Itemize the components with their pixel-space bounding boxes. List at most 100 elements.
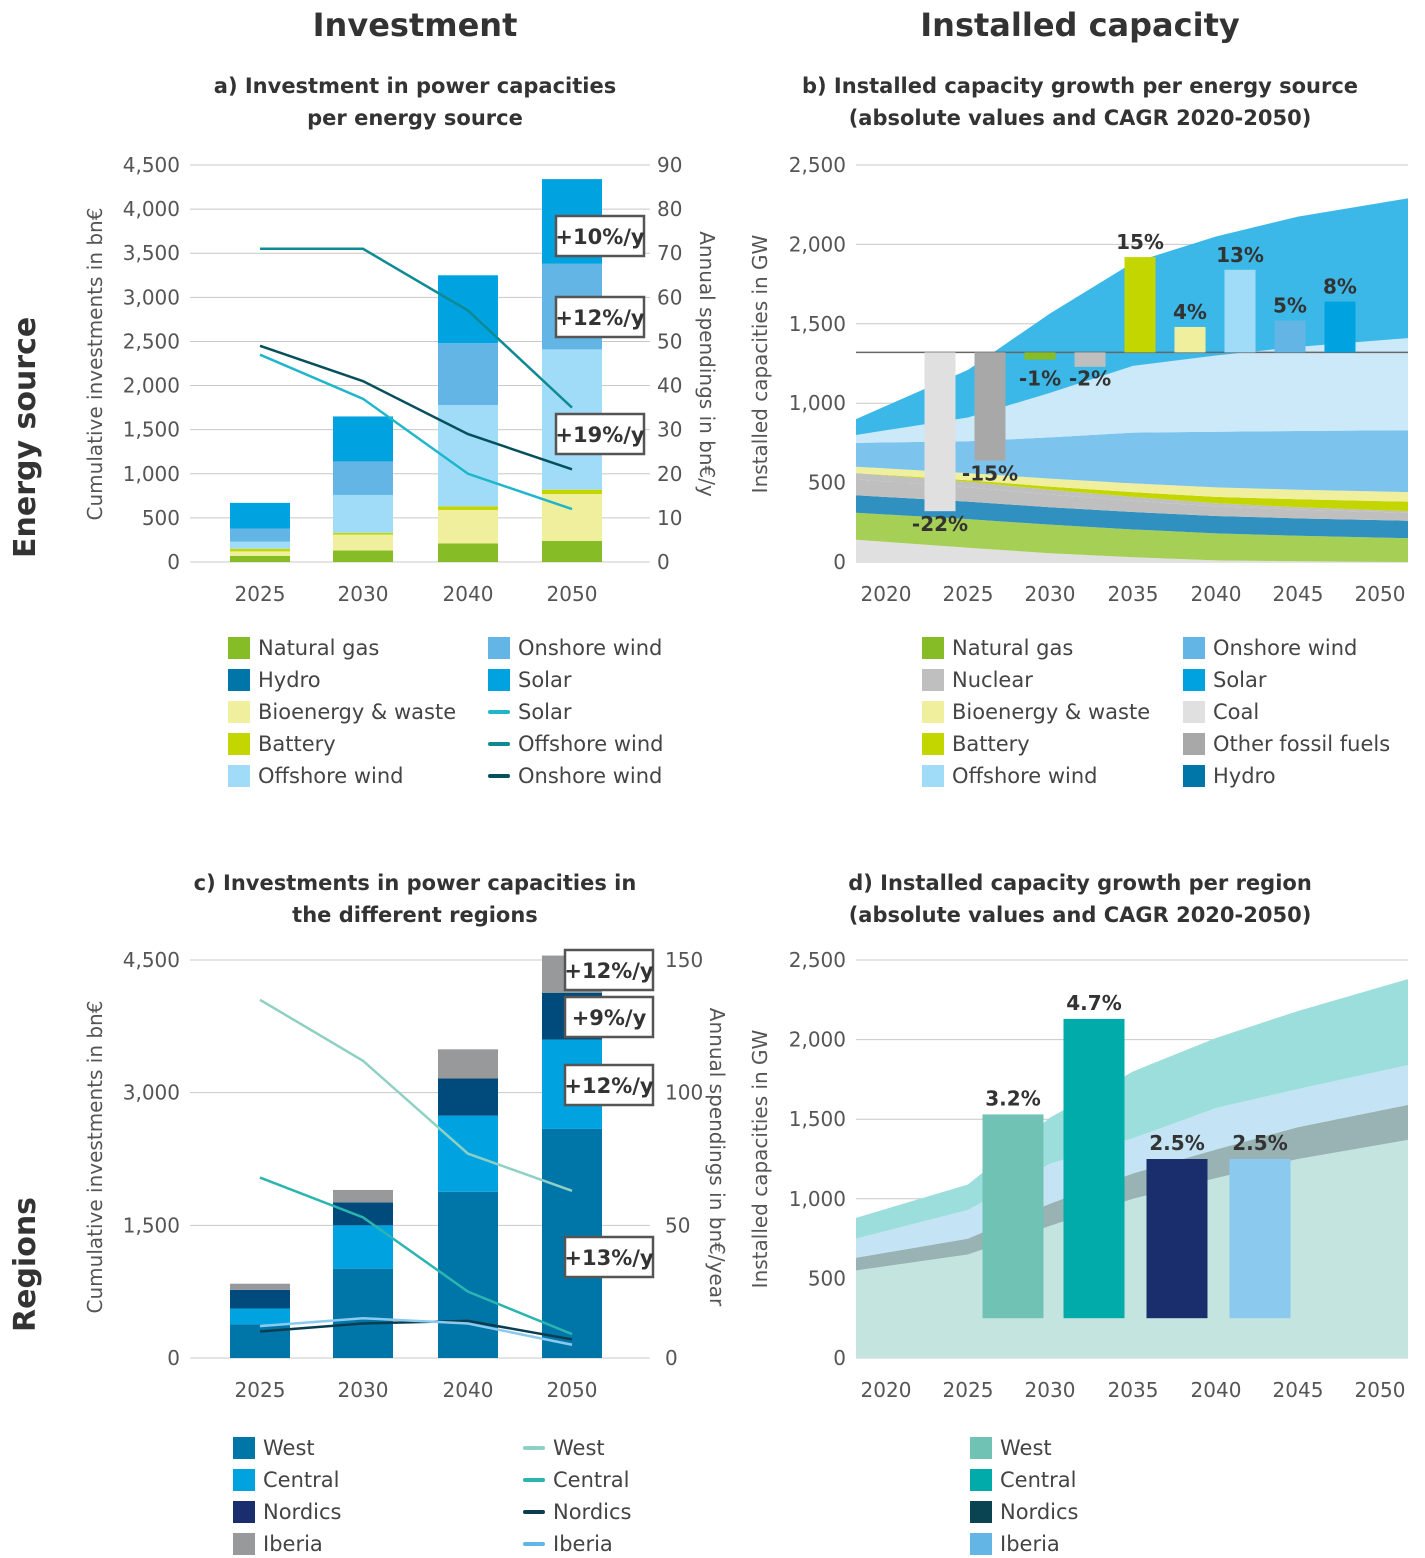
chart-c-annotation-box (563, 1063, 655, 1107)
legend-label: Natural gas (952, 636, 1074, 660)
chart-a-annotation-label: +12%/y (555, 306, 645, 330)
chart-c-y2-axis-title: Annual spendings in bn€/year (705, 1008, 729, 1307)
bar-onshore-wind-2030 (333, 461, 393, 495)
legend-label: Central (263, 1468, 340, 1492)
legend-swatch-onshore-wind (488, 637, 510, 659)
legend-swatch-solar (488, 669, 510, 691)
chart-d-x-tick: 2045 (1273, 1378, 1324, 1402)
chart-c-x-tick: 2030 (338, 1378, 389, 1402)
cagr-label-nordics: 2.5% (1149, 1131, 1204, 1155)
cagr-bar-solar (1324, 301, 1356, 353)
bar-battery-2050 (542, 489, 602, 495)
legend-swatch-battery (228, 733, 250, 755)
bar-natural-gas-2050 (542, 540, 602, 562)
chart-c-y2-tick: 50 (665, 1213, 690, 1237)
bar-nordics-2030 (333, 1202, 393, 1226)
cagr-label-solar: 8% (1323, 275, 1357, 299)
bar-solar-2030 (333, 416, 393, 462)
chart-c-y-axis-title: Cumulative investments in bn€ (83, 1001, 107, 1314)
chart-d-capacity-by-region: 2,500 2,000 1,500 1,000 500 0 Installed capaci… (748, 948, 1408, 1402)
chart-b-x-tick: 2040 (1191, 582, 1242, 606)
chart-c-annotation-box (563, 948, 655, 992)
bar-offshore-wind-2040 (438, 404, 498, 507)
chart-a-y2-tick: 60 (657, 285, 682, 309)
legend-label: West (553, 1436, 605, 1460)
legend-label: Onshore wind (518, 636, 663, 660)
legend-swatch-nordics (233, 1501, 255, 1523)
bar-iberia-2030 (333, 1189, 393, 1203)
chart-c-y-tick: 0 (167, 1346, 180, 1370)
chart-b-title-line2: (absolute values and CAGR 2020-2050) (848, 106, 1312, 130)
chart-d-y-tick: 2,000 (789, 1028, 846, 1052)
legend-label: Central (1000, 1468, 1077, 1492)
bar-battery-2030 (333, 532, 393, 535)
cagr-label-natural-gas: -1% (1019, 366, 1061, 390)
chart-a-title: a) Investment in power capacities per en… (160, 70, 670, 134)
chart-a-y-tick: 2,000 (123, 374, 180, 398)
chart-d-x-tick: 2035 (1108, 1378, 1159, 1402)
legend-swatch-coal (1183, 701, 1205, 723)
chart-d-y-tick: 0 (833, 1346, 846, 1370)
legend-label: Solar (1213, 668, 1267, 692)
legend-label: Hydro (258, 668, 321, 692)
legend-label: Iberia (263, 1532, 323, 1556)
bar-nordics-2025 (230, 1289, 290, 1309)
chart-a-y2-tick: 30 (657, 418, 682, 442)
chart-a-y-tick: 2,500 (123, 329, 180, 353)
legend-swatch-nordics (970, 1501, 992, 1523)
chart-c-y2-tick: 100 (665, 1081, 703, 1105)
legend-swatch-natural-gas (228, 637, 250, 659)
chart-b-title: b) Installed capacity growth per energy … (790, 70, 1370, 134)
legend-label: Battery (258, 732, 336, 756)
bar-bioenergy-and-waste-2040 (438, 509, 498, 544)
chart-a-y2-tick: 20 (657, 462, 682, 486)
chart-d-y-tick: 1,000 (789, 1187, 846, 1211)
line-west (259, 998, 573, 1193)
chart-b-x-tick: 2045 (1273, 582, 1324, 606)
chart-a-y2-tick: 70 (657, 241, 682, 265)
chart-b-title-line1: b) Installed capacity growth per energy … (801, 74, 1359, 98)
chart-b-x-tick: 2025 (943, 582, 994, 606)
chart-a-y-tick: 1,500 (123, 418, 180, 442)
bar-west-2040 (438, 1191, 498, 1358)
legend-label: Onshore wind (1213, 636, 1358, 660)
chart-a-annotation-label: +19%/y (555, 423, 645, 447)
bar-west-2030 (333, 1268, 393, 1358)
area-hydro (856, 495, 1408, 539)
legend-label: Coal (1213, 700, 1260, 724)
legend-swatch-offshore-wind (922, 765, 944, 787)
cagr-bar-central (1063, 1018, 1125, 1319)
chart-d-title-line2: (absolute values and CAGR 2020-2050) (848, 903, 1312, 927)
chart-d-title: d) Installed capacity growth per region … (790, 867, 1370, 931)
chart-a-x-tick: 2050 (547, 582, 598, 606)
cagr-bar-coal (924, 352, 956, 512)
legend-swatch-offshore-wind (228, 765, 250, 787)
chart-a-y-tick: 500 (142, 506, 180, 530)
legend-line-central (523, 1478, 545, 1482)
legend-swatch-nuclear (922, 669, 944, 691)
bar-iberia-2040 (438, 1049, 498, 1079)
legend-line-iberia (523, 1542, 545, 1546)
chart-b-x-tick: 2030 (1025, 582, 1076, 606)
bar-offshore-wind-2025 (230, 541, 290, 549)
chart-c-title-line1: c) Investments in power capacities in (193, 871, 637, 895)
legend-swatch-central (970, 1469, 992, 1491)
bar-battery-2040 (438, 506, 498, 510)
legend-line-offshore-wind (488, 742, 510, 746)
line-nordics (259, 1319, 573, 1341)
legend-swatch-solar (1183, 669, 1205, 691)
chart-a-y-axis-title: Cumulative investments in bn€ (83, 208, 107, 521)
line-onshore-wind (259, 344, 573, 471)
legend-label: Bioenergy & waste (952, 700, 1151, 724)
cagr-bar-onshore-wind (1274, 320, 1306, 353)
area-bioenergy-and-waste (856, 466, 1408, 502)
legend-label: Offshore wind (258, 764, 404, 788)
legend-label: Iberia (553, 1532, 613, 1556)
cagr-label-bioenergy-and-waste: 4% (1173, 300, 1207, 324)
chart-a-title-line1: a) Investment in power capacities (213, 74, 617, 98)
bar-nordics-2040 (438, 1078, 498, 1116)
chart-d-x-tick: 2025 (943, 1378, 994, 1402)
chart-c-x-tick: 2040 (443, 1378, 494, 1402)
chart-a-y2-tick: 0 (657, 550, 670, 574)
legend-label: Natural gas (258, 636, 380, 660)
